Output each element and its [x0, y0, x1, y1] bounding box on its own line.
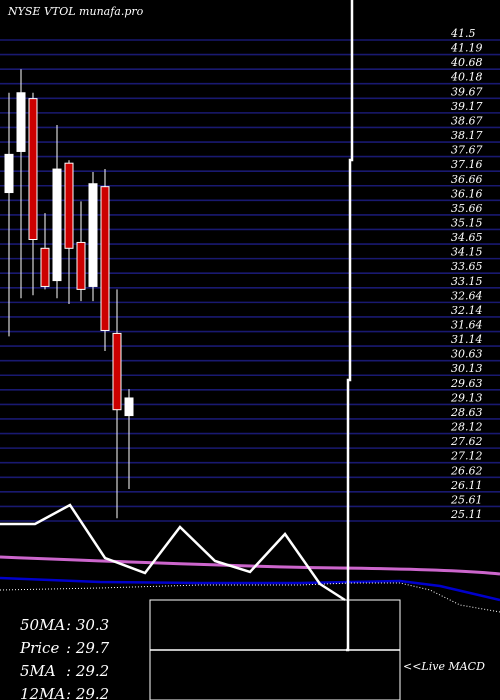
y-tick-label: 40.68 — [450, 56, 483, 69]
y-tick-label: 28.12 — [450, 421, 483, 434]
candle-body — [124, 397, 134, 417]
y-tick-label: 38.67 — [451, 114, 483, 127]
stats-panel: 50MA: 30.3 Price: 29.7 5MA: 29.2 12MA: 29.2 — [19, 616, 110, 700]
candle — [16, 69, 26, 299]
y-tick-label: 36.16 — [451, 187, 483, 200]
y-tick-label: 32.14 — [451, 304, 483, 317]
stat-line: Price: 29.7 — [19, 639, 110, 657]
candle-body — [28, 98, 38, 240]
y-tick-label: 33.65 — [451, 260, 483, 273]
candle — [88, 171, 98, 302]
candle — [76, 201, 86, 302]
y-tick-label: 29.13 — [450, 391, 483, 404]
y-tick-label: 38.17 — [451, 129, 483, 142]
price-gridlines — [0, 39, 500, 522]
stat-line: 50MA: 30.3 — [20, 616, 109, 634]
candle — [4, 92, 14, 337]
candle — [64, 160, 74, 305]
candle — [40, 213, 50, 290]
stat-label: 50MA — [20, 616, 65, 634]
stat-line: 12MA: 29.2 — [20, 685, 109, 700]
candle — [112, 289, 122, 519]
y-tick-label: 30.13 — [451, 362, 483, 375]
y-tick-label: 26.11 — [450, 479, 483, 492]
y-tick-label: 34.65 — [451, 231, 483, 244]
stat-value: 29.2 — [75, 662, 109, 680]
candle-body — [40, 247, 50, 287]
macd-label: <<Live MACD — [403, 660, 485, 673]
candle — [124, 389, 134, 489]
y-tick-label: 39.67 — [451, 85, 483, 98]
stat-label: 12MA — [20, 685, 65, 700]
y-tick-label: 37.16 — [451, 158, 483, 171]
y-tick-label: 41.19 — [450, 42, 483, 55]
candle — [100, 169, 110, 352]
candle-body — [112, 332, 122, 411]
y-tick-label: 28.63 — [450, 406, 483, 419]
y-tick-label: 26.62 — [450, 464, 483, 477]
stat-value: 30.3 — [76, 616, 109, 634]
y-tick-label: 35.66 — [451, 202, 483, 215]
y-tick-label: 35.15 — [451, 216, 483, 229]
candle-body — [100, 186, 110, 331]
y-tick-label: 27.62 — [450, 435, 483, 448]
ma-dotted-line — [0, 582, 500, 613]
stat-label: Price — [19, 639, 59, 657]
candle — [28, 92, 38, 296]
y-tick-label: 31.14 — [451, 333, 483, 346]
y-tick-label: 32.64 — [451, 289, 483, 302]
candle-body — [16, 92, 26, 152]
stat-value: 29.7 — [75, 639, 110, 657]
chart-title: NYSE VTOL munafa.pro — [7, 5, 144, 18]
y-tick-label: 34.15 — [451, 246, 483, 259]
y-tick-label: 31.64 — [451, 319, 483, 332]
candle-body — [64, 162, 74, 249]
ma-blue-line — [0, 576, 500, 602]
y-tick-label: 41.5 — [450, 27, 476, 40]
y-tick-label: 27.12 — [450, 450, 483, 463]
volume-white-line — [0, 503, 346, 602]
y-tick-label: 30.63 — [451, 348, 483, 361]
y-tick-label: 25.11 — [450, 508, 483, 521]
y-tick-label: 29.63 — [450, 377, 483, 390]
y-tick-label: 33.15 — [451, 275, 483, 288]
stat-line: 5MA: 29.2 — [20, 662, 109, 680]
candle-body — [88, 183, 98, 287]
candle-body — [76, 241, 86, 290]
candle — [52, 125, 62, 299]
y-tick-label: 39.17 — [451, 100, 483, 113]
candle-body — [52, 168, 62, 282]
y-tick-label: 37.67 — [451, 144, 483, 157]
y-tick-label: 36.66 — [451, 173, 483, 186]
y-tick-label: 25.61 — [450, 493, 483, 506]
candle-body — [4, 153, 14, 194]
stat-label: 5MA — [20, 662, 56, 680]
candlesticks — [4, 69, 134, 519]
y-tick-label: 40.18 — [450, 71, 483, 84]
stat-value: 29.2 — [75, 685, 109, 700]
